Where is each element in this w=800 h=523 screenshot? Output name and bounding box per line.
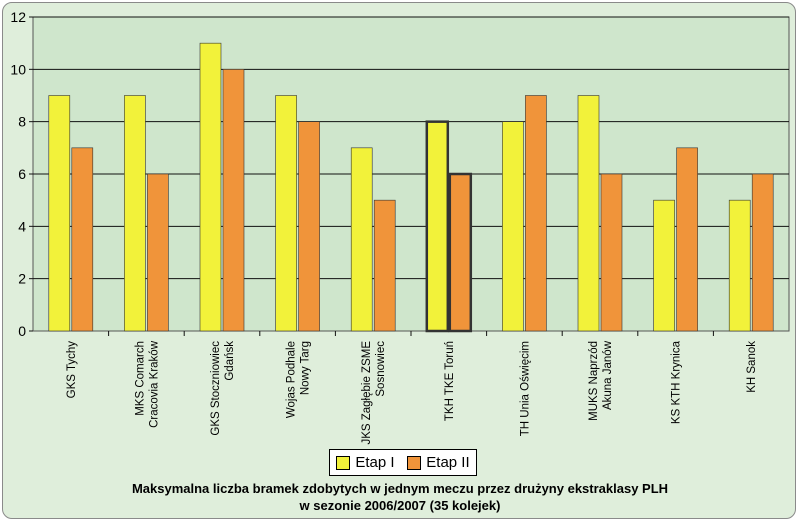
legend: Etap I Etap II (329, 449, 477, 476)
bar-1-2 (199, 42, 222, 332)
legend-item-etap-1: Etap I (336, 454, 395, 471)
x-tick-label-2-line-1: Gdańsk (224, 341, 236, 381)
legend-swatch-etap-1 (336, 455, 351, 470)
bar-1-9 (728, 199, 751, 332)
x-tick-label-3: Wojas Podhale Nowy Targ (286, 341, 312, 418)
y-tick-label-8: 8 (18, 114, 26, 130)
chart-title-line-1: Maksymalna liczba bramek zdobytych w jed… (131, 481, 669, 496)
bar-1-6 (502, 121, 524, 332)
bar-2-9 (751, 173, 774, 332)
y-tick-label-6: 6 (18, 166, 26, 182)
bar-1-1 (124, 95, 146, 332)
x-tick-label-7: MUKS Naprzód Akuna Janów (588, 340, 614, 421)
x-tick-label-2: GKS Stoczniowiec Gdańsk (210, 341, 236, 436)
x-tick-label-3-line-0: Wojas Podhale (286, 341, 298, 418)
bar-1-8 (653, 199, 675, 332)
x-tick-label-1: MKS Comarch Cracovia Kraków (134, 340, 160, 428)
x-tick-label-3-line-1: Nowy Targ (300, 341, 312, 395)
bar-2-4 (373, 199, 396, 332)
x-tick-label-5: TKH TKE Toruń (444, 341, 456, 421)
x-tick-label-0-line-0: GKS Tychy (66, 341, 78, 399)
bar-2-5 (448, 172, 473, 333)
x-tick-label-9: KH Sanok (746, 341, 758, 393)
x-tick-label-1-line-1: Cracovia Kraków (148, 340, 160, 428)
x-tick-label-5-line-0: TKH TKE Toruń (444, 341, 456, 421)
y-tick-label-2: 2 (18, 271, 26, 287)
bar-1-0 (48, 95, 71, 332)
x-tick-label-4-line-1: Sosnowiec (375, 341, 387, 397)
bar-2-2 (222, 69, 245, 332)
bar-2-7 (600, 173, 623, 332)
bar-2-1 (147, 173, 169, 332)
bar-2-3 (298, 121, 320, 332)
x-tick-label-4: JKS Zagłębie ZSME Sosnowiec (361, 341, 387, 445)
y-tick-label-10: 10 (10, 61, 26, 77)
x-tick-label-7-line-0: MUKS Naprzód (588, 341, 600, 421)
bar-2-6 (525, 95, 547, 332)
bar-1-7 (577, 95, 600, 332)
bar-1-3 (275, 95, 297, 332)
x-tick-label-6: TH Unia Oświęcim (519, 341, 531, 436)
y-tick-label-12: 12 (10, 9, 26, 25)
bar-1-5 (425, 120, 450, 333)
legend-item-etap-2: Etap II (407, 454, 470, 471)
x-tick-label-6-line-0: TH Unia Oświęcim (519, 341, 531, 436)
x-tick-label-4-line-0: JKS Zagłębie ZSME (361, 341, 373, 445)
bar-2-8 (676, 147, 698, 332)
x-tick-label-1-line-0: MKS Comarch (134, 341, 146, 416)
x-tick-label-0: GKS Tychy (66, 341, 78, 399)
legend-label-etap-1: Etap I (355, 454, 395, 471)
x-tick-label-7-line-1: Akuna Janów (602, 340, 614, 410)
x-tick-label-8: KS KTH Krynica (671, 340, 683, 424)
chart-title-line-2: w sezonie 2006/2007 (35 kolejek) (299, 498, 501, 513)
bar-1-4 (350, 147, 373, 332)
x-tick-label-2-line-0: GKS Stoczniowiec (210, 341, 222, 436)
legend-swatch-etap-2 (407, 455, 422, 470)
chart-title: Maksymalna liczba bramek zdobytych w jed… (0, 480, 800, 514)
bar-2-0 (71, 147, 94, 332)
x-tick-label-9-line-0: KH Sanok (746, 341, 758, 393)
legend-label-etap-2: Etap II (426, 454, 470, 471)
x-tick-label-8-line-0: KS KTH Krynica (671, 340, 683, 424)
y-tick-label-4: 4 (18, 218, 26, 234)
y-tick-label-0: 0 (18, 323, 26, 339)
